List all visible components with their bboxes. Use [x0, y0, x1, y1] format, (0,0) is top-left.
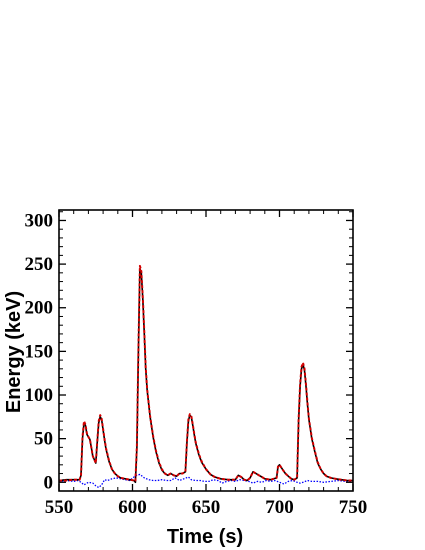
ticks-layer: 550 600 650 700 750 0 50 100 150 200 250 300 — [25, 210, 368, 518]
x-tick-label: 600 — [118, 497, 147, 518]
x-tick-label: 700 — [265, 497, 294, 518]
y-tick-label: 150 — [25, 341, 54, 362]
series-layer — [58, 264, 353, 489]
y-tick-label: 50 — [34, 429, 53, 450]
y-tick-label: 200 — [25, 298, 54, 319]
x-tick-label: 750 — [339, 497, 368, 518]
plot-frame — [58, 209, 354, 492]
x-tick-label: 550 — [45, 497, 74, 518]
x-axis-label: Time (s) — [167, 526, 243, 548]
y-tick-label: 250 — [25, 254, 54, 275]
y-tick-label: 0 — [44, 472, 54, 493]
x-tick-label: 650 — [192, 497, 221, 518]
series-line-1 — [59, 264, 353, 483]
series-line-0 — [58, 267, 353, 484]
y-axis-label: Energy (keV) — [3, 291, 25, 413]
y-tick-label: 100 — [25, 385, 54, 406]
y-tick-label: 300 — [25, 210, 54, 231]
